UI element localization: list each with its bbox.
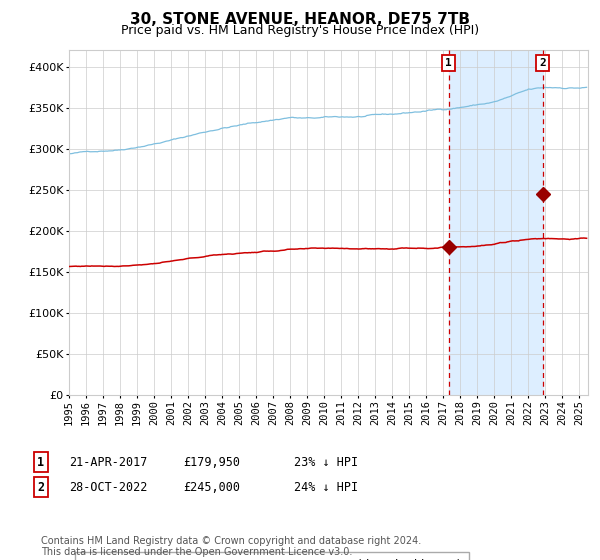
Text: Price paid vs. HM Land Registry's House Price Index (HPI): Price paid vs. HM Land Registry's House … xyxy=(121,24,479,37)
Text: Contains HM Land Registry data © Crown copyright and database right 2024.
This d: Contains HM Land Registry data © Crown c… xyxy=(41,535,421,557)
Text: 1: 1 xyxy=(37,455,44,469)
Text: 24% ↓ HPI: 24% ↓ HPI xyxy=(294,480,358,494)
Text: £179,950: £179,950 xyxy=(183,455,240,469)
Text: 2: 2 xyxy=(539,58,546,68)
Text: 21-APR-2017: 21-APR-2017 xyxy=(69,455,148,469)
Text: 2: 2 xyxy=(37,480,44,494)
Legend: 30, STONE AVENUE, HEANOR, DE75 7TB (detached house), HPI: Average price, detache: 30, STONE AVENUE, HEANOR, DE75 7TB (deta… xyxy=(75,552,469,560)
Bar xyxy=(449,50,542,395)
Text: 1: 1 xyxy=(445,58,452,68)
Text: 23% ↓ HPI: 23% ↓ HPI xyxy=(294,455,358,469)
Text: 30, STONE AVENUE, HEANOR, DE75 7TB: 30, STONE AVENUE, HEANOR, DE75 7TB xyxy=(130,12,470,27)
Text: 28-OCT-2022: 28-OCT-2022 xyxy=(69,480,148,494)
Text: £245,000: £245,000 xyxy=(183,480,240,494)
